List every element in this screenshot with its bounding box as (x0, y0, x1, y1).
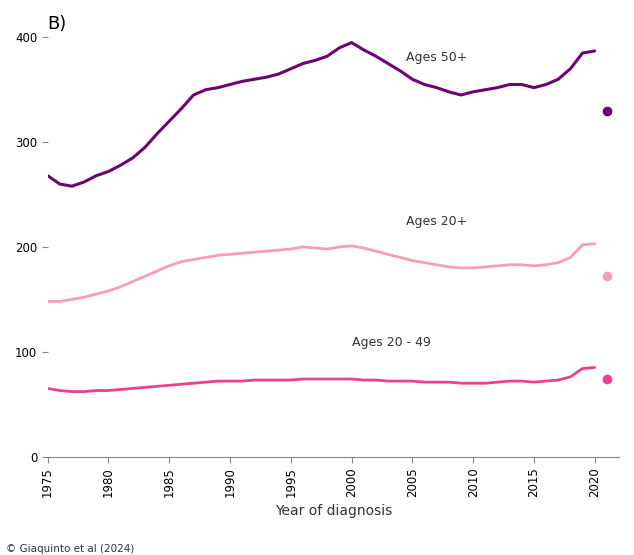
Text: B): B) (48, 15, 67, 33)
Text: © Giaquinto et al (2024): © Giaquinto et al (2024) (6, 544, 134, 554)
Text: Ages 50+: Ages 50+ (406, 51, 468, 63)
Text: Ages 20+: Ages 20+ (406, 215, 467, 228)
Text: Ages 20 - 49: Ages 20 - 49 (352, 336, 430, 349)
X-axis label: Year of diagnosis: Year of diagnosis (275, 504, 392, 518)
